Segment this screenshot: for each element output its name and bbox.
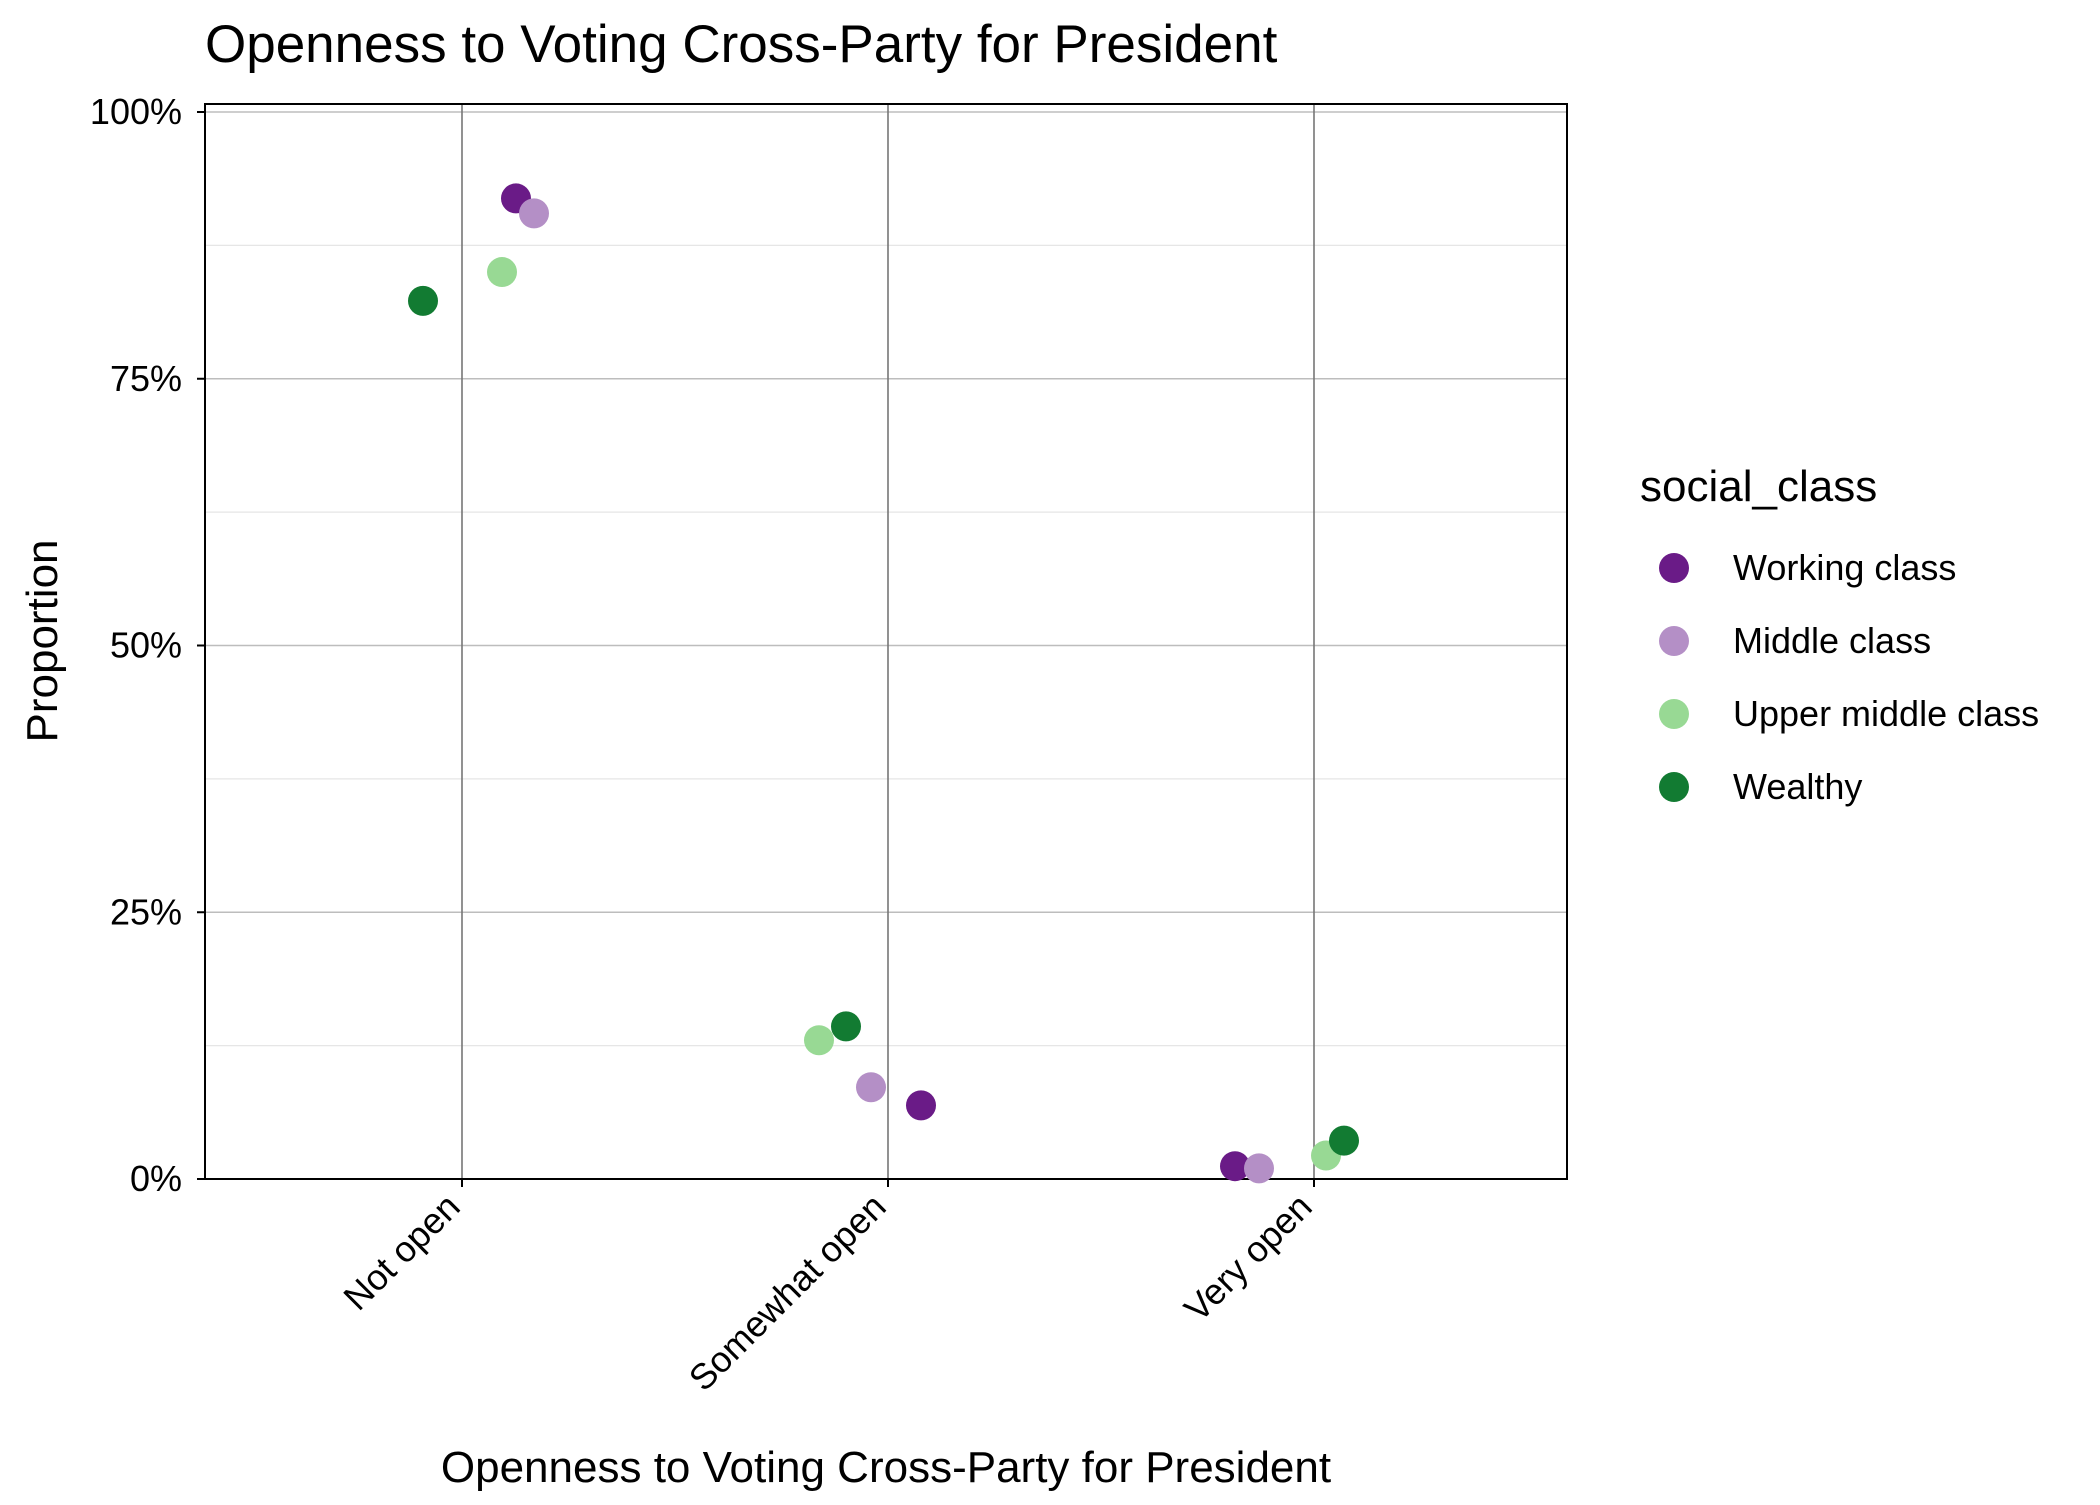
y-tick-label: 75% [110, 358, 182, 399]
chart-title: Openness to Voting Cross-Party for Presi… [205, 15, 1278, 74]
x-tick-label: Very open [1176, 1186, 1320, 1330]
y-tick-label: 25% [110, 891, 182, 932]
legend-key-point [1659, 699, 1689, 729]
legend-label: Working class [1733, 547, 1956, 588]
legend: social_class Working class Middle class Up… [1640, 462, 2039, 807]
scatter-point [487, 257, 517, 287]
y-axis-title: Proportion [18, 539, 67, 742]
grid-layer [205, 104, 1567, 1179]
legend-label: Middle class [1733, 620, 1931, 661]
axis-layer: 0% 25% 50% 75% 100% Not open Somewhat open Very… [90, 91, 1320, 1399]
scatter-point [831, 1011, 861, 1041]
points-layer [408, 183, 1359, 1183]
x-tick-label: Not open [335, 1186, 467, 1318]
y-tick-label: 0% [130, 1158, 182, 1199]
y-tick-label: 100% [90, 91, 182, 132]
plot-panel-border [205, 104, 1567, 1179]
scatter-point [519, 198, 549, 228]
scatter-point [804, 1025, 834, 1055]
legend-key-point [1659, 626, 1689, 656]
x-tick-label: Somewhat open [681, 1186, 894, 1399]
scatter-point [1329, 1126, 1359, 1156]
scatter-point [408, 286, 438, 316]
legend-key-point [1659, 553, 1689, 583]
legend-items: Working class Middle class Upper middle cl… [1659, 547, 2039, 807]
legend-title: social_class [1640, 462, 1877, 511]
scatter-point [906, 1090, 936, 1120]
y-tick-label: 50% [110, 625, 182, 666]
x-axis-title: Openness to Voting Cross-Party for Presi… [441, 1443, 1331, 1492]
scatter-point [1244, 1153, 1274, 1183]
legend-key-point [1659, 772, 1689, 802]
legend-label: Upper middle class [1733, 693, 2039, 734]
legend-label: Wealthy [1733, 766, 1862, 807]
scatter-point [856, 1072, 886, 1102]
